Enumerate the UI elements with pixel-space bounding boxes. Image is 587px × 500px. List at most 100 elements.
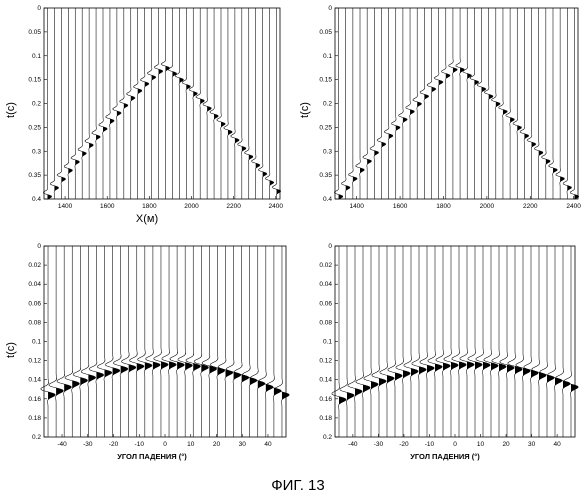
seismic-trace bbox=[468, 246, 482, 437]
seismic-trace bbox=[477, 8, 486, 199]
y-axis-label: t(c) bbox=[5, 102, 17, 118]
y-tick-label: 0.35 bbox=[319, 172, 332, 179]
seismic-trace bbox=[226, 246, 241, 437]
seismic-trace bbox=[189, 8, 197, 199]
seismic-trace bbox=[162, 246, 176, 437]
x-tick-labels: -40-30-20-10010203040 bbox=[57, 434, 272, 448]
y-tick-label: 0.04 bbox=[319, 281, 332, 288]
seismic-trace bbox=[384, 8, 393, 199]
seismic-trace bbox=[356, 246, 370, 437]
wavelet-fill bbox=[403, 361, 410, 380]
x-tick-labels: 140016001800200022002400 bbox=[349, 196, 581, 210]
seismic-trace bbox=[541, 8, 550, 199]
seismic-trace bbox=[126, 8, 135, 199]
wavelet-fill bbox=[137, 354, 144, 373]
seismic-trace bbox=[234, 246, 248, 437]
seismic-trace bbox=[106, 8, 114, 199]
y-tick-label: 0.12 bbox=[28, 358, 41, 365]
x-tick-label: -40 bbox=[348, 441, 358, 448]
seismic-trace bbox=[210, 8, 219, 199]
seismic-trace bbox=[243, 246, 257, 437]
y-tick-label: 0.12 bbox=[319, 358, 332, 365]
seismic-trace bbox=[484, 246, 498, 437]
seismic-trace bbox=[436, 246, 450, 437]
trace-group bbox=[334, 8, 578, 201]
seismic-trace bbox=[527, 8, 536, 199]
x-tick-label: 1400 bbox=[58, 203, 73, 210]
y-tick-label: 0.3 bbox=[32, 148, 41, 155]
wavelet-fill bbox=[209, 356, 216, 375]
seismic-trace bbox=[92, 8, 101, 199]
trace-group bbox=[43, 8, 280, 201]
x-axis-label: УГОЛ ПАДЕНИЯ (°) bbox=[410, 452, 480, 461]
x-tick-label: -30 bbox=[374, 441, 384, 448]
seismic-trace bbox=[508, 246, 522, 437]
seismic-trace bbox=[404, 246, 418, 437]
y-tick-label: 0.15 bbox=[319, 77, 332, 84]
y-tick-label: 0 bbox=[37, 5, 41, 12]
seismic-trace bbox=[516, 246, 531, 437]
y-tick-label: 0.14 bbox=[319, 377, 332, 384]
seismic-trace bbox=[154, 8, 162, 199]
x-tick-label: 0 bbox=[163, 441, 167, 448]
wavelet-fill bbox=[387, 366, 394, 385]
seismic-trace bbox=[57, 246, 72, 437]
seismic-trace bbox=[258, 8, 266, 199]
panel-bottom-left: 00.020.040.060.080.10.120.140.160.180.2 … bbox=[5, 243, 289, 461]
seismic-trace bbox=[392, 8, 400, 199]
y-tick-label: 0.15 bbox=[28, 77, 41, 84]
seismic-trace bbox=[196, 8, 204, 199]
y-tick-label: 0.2 bbox=[323, 434, 332, 441]
y-tick-label: 0.04 bbox=[28, 281, 41, 288]
seismic-trace bbox=[399, 8, 407, 199]
y-tick-label: 0.02 bbox=[319, 262, 332, 269]
seismic-trace bbox=[170, 246, 185, 437]
seismic-trace bbox=[267, 246, 282, 437]
seismic-trace bbox=[348, 246, 362, 437]
seismic-trace bbox=[484, 8, 493, 199]
x-tick-label: 2000 bbox=[480, 203, 495, 210]
y-tick-label: 0.4 bbox=[32, 196, 41, 203]
seismic-trace bbox=[78, 8, 86, 199]
seismic-trace bbox=[138, 246, 152, 437]
wavelet-fill bbox=[435, 354, 442, 373]
seismic-trace bbox=[332, 246, 346, 437]
x-tick-label: 20 bbox=[213, 441, 221, 448]
seismic-trace bbox=[50, 8, 58, 199]
seismic-trace bbox=[122, 246, 136, 437]
y-tick-label: 0.06 bbox=[28, 300, 41, 307]
seismic-trace bbox=[427, 8, 436, 199]
y-tick-label: 0.35 bbox=[28, 172, 41, 179]
seismic-trace bbox=[49, 246, 64, 437]
seismic-trace bbox=[388, 246, 402, 437]
wavelet-fill bbox=[395, 363, 402, 382]
seismic-trace bbox=[41, 246, 56, 437]
x-tick-label: 1800 bbox=[436, 203, 451, 210]
x-tick-label: -40 bbox=[57, 441, 67, 448]
seismic-trace bbox=[460, 246, 474, 437]
x-tick-label: 10 bbox=[187, 441, 195, 448]
seismic-trace bbox=[540, 246, 554, 437]
seismic-trace bbox=[406, 8, 414, 199]
seismic-trace bbox=[146, 246, 161, 437]
y-tick-label: 0.4 bbox=[323, 196, 332, 203]
y-tick-label: 0.1 bbox=[32, 339, 41, 346]
trace-group bbox=[332, 246, 578, 437]
seismic-trace bbox=[370, 8, 378, 199]
x-axis-label: X(м) bbox=[136, 213, 158, 225]
seismic-trace bbox=[89, 246, 104, 437]
y-tick-label: 0.16 bbox=[28, 396, 41, 403]
x-tick-label: 10 bbox=[477, 441, 485, 448]
x-tick-label: -20 bbox=[109, 441, 119, 448]
seismic-trace bbox=[476, 246, 491, 437]
x-tick-label: 1400 bbox=[349, 203, 364, 210]
y-tick-label: 0.25 bbox=[28, 124, 41, 131]
y-tick-label: 0.18 bbox=[28, 415, 41, 422]
x-tick-labels: -40-30-20-10010203040 bbox=[348, 434, 561, 448]
seismic-trace bbox=[85, 8, 94, 199]
x-tick-label: 30 bbox=[239, 441, 247, 448]
seismic-trace bbox=[492, 246, 506, 437]
seismic-trace bbox=[556, 246, 570, 437]
seismic-trace bbox=[563, 8, 571, 199]
seismic-trace bbox=[564, 246, 579, 437]
